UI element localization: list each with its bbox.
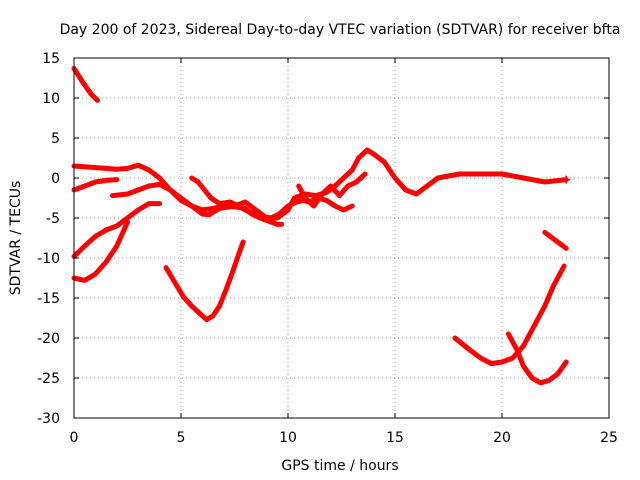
series-arc-10 bbox=[542, 229, 569, 251]
series-arc-8 bbox=[71, 219, 130, 283]
y-tick-label: 10 bbox=[42, 91, 60, 107]
y-tick-label: -10 bbox=[37, 251, 60, 267]
x-axis-label: GPS time / hours bbox=[281, 458, 398, 474]
x-tick-label: 15 bbox=[386, 430, 404, 446]
series-arc-1 bbox=[71, 65, 100, 103]
plus-marker bbox=[562, 175, 571, 184]
series-arc-9 bbox=[163, 239, 246, 323]
series-arc-3 bbox=[71, 177, 120, 193]
x-tick-label: 0 bbox=[70, 430, 79, 446]
x-tick-label: 5 bbox=[177, 430, 186, 446]
y-tick-label: -5 bbox=[46, 211, 60, 227]
plot-frame bbox=[73, 57, 610, 419]
series-arc-2 bbox=[71, 147, 569, 221]
axis-ticks: 0 5 10 15 20 25 15 10 5 0 -5 -10 -15 -20 -25 -30 bbox=[37, 51, 618, 446]
y-tick-label: -30 bbox=[37, 411, 60, 427]
series-arc-11 bbox=[452, 263, 567, 367]
y-tick-label: -25 bbox=[37, 371, 60, 387]
grid-lines bbox=[74, 58, 609, 418]
y-tick-label: 5 bbox=[51, 131, 60, 147]
x-tick-label: 25 bbox=[600, 430, 618, 446]
y-tick-label: -20 bbox=[37, 331, 60, 347]
series-arc-6 bbox=[296, 171, 368, 209]
series-arc-7 bbox=[71, 201, 163, 259]
y-tick-label: 15 bbox=[42, 51, 60, 67]
y-axis-label: SDTVAR / TECUs bbox=[8, 181, 24, 296]
series-arc-4 bbox=[110, 181, 285, 227]
x-tick-label: 20 bbox=[493, 430, 511, 446]
y-tick-label: 0 bbox=[51, 171, 60, 187]
chart-title: Day 200 of 2023, Sidereal Day-to-day VTE… bbox=[60, 22, 621, 38]
x-tick-label: 10 bbox=[279, 430, 297, 446]
data-series bbox=[71, 65, 571, 386]
series-arc-12 bbox=[505, 331, 569, 386]
y-tick-label: -15 bbox=[37, 291, 60, 307]
series-arc-5 bbox=[189, 175, 355, 221]
